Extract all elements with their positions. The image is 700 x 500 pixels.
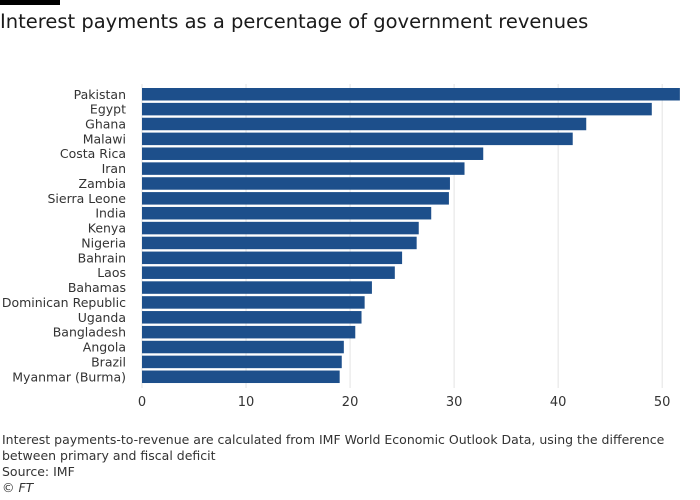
bar-bahrain	[142, 251, 403, 265]
bar-myanmar-burma	[142, 370, 340, 384]
bars	[142, 88, 680, 384]
x-tick-label: 50	[654, 395, 671, 410]
bar-bahamas	[142, 281, 372, 294]
bar-zambia	[142, 177, 450, 190]
bar-laos	[142, 266, 395, 279]
bar-ghana	[142, 117, 587, 131]
category-label: Brazil	[91, 354, 126, 369]
source-text: Source: IMF	[2, 464, 75, 479]
x-tick-label: 20	[342, 395, 359, 410]
bar-sierra-leone	[142, 192, 449, 205]
ft-top-rule	[0, 0, 60, 5]
x-tick-label: 30	[446, 395, 463, 410]
bar-iran	[142, 162, 465, 175]
bar-uganda	[142, 311, 362, 324]
x-tick-label: 40	[550, 395, 567, 410]
category-label: Bangladesh	[53, 325, 126, 340]
x-tick-label: 0	[138, 395, 146, 410]
bar-egypt	[142, 102, 652, 116]
category-label: Iran	[102, 161, 126, 176]
category-label: Dominican Republic	[2, 295, 126, 310]
category-label: Laos	[97, 265, 126, 280]
x-tick-label: 10	[238, 395, 255, 410]
category-label: Costa Rica	[60, 146, 126, 161]
bar-pakistan	[142, 88, 680, 101]
category-label: Egypt	[90, 102, 126, 117]
category-label: Kenya	[88, 221, 126, 236]
category-label: Sierra Leone	[48, 191, 127, 206]
category-label: Myanmar (Burma)	[12, 369, 126, 384]
bar-brazil	[142, 355, 342, 369]
ft-credit: © FT	[2, 480, 34, 495]
footnote: Interest payments-to-revenue are calcula…	[2, 432, 665, 463]
category-label: Pakistan	[74, 87, 126, 102]
category-label: Bahrain	[78, 250, 126, 265]
category-label: Bahamas	[68, 280, 126, 295]
chart-footer: Interest payments-to-revenue are calcula…	[2, 432, 692, 496]
category-label: Malawi	[83, 131, 126, 146]
bar-india	[142, 206, 432, 220]
category-label: India	[95, 206, 126, 221]
category-label: Angola	[83, 340, 126, 355]
bar-malawi	[142, 132, 573, 146]
bar-nigeria	[142, 236, 417, 250]
bar-costa-rica	[142, 147, 484, 160]
x-tick-labels: 0 10 20 30 40 50	[138, 395, 671, 410]
bar-angola	[142, 340, 344, 354]
category-label: Uganda	[78, 310, 126, 325]
category-label: Nigeria	[81, 235, 126, 250]
bar-dominican-republic	[142, 296, 365, 309]
category-label: Ghana	[85, 116, 126, 131]
chart-title: Interest payments as a percentage of gov…	[0, 10, 589, 33]
category-label: Zambia	[79, 176, 126, 191]
bar-bangladesh	[142, 325, 356, 339]
bar-kenya	[142, 221, 419, 235]
